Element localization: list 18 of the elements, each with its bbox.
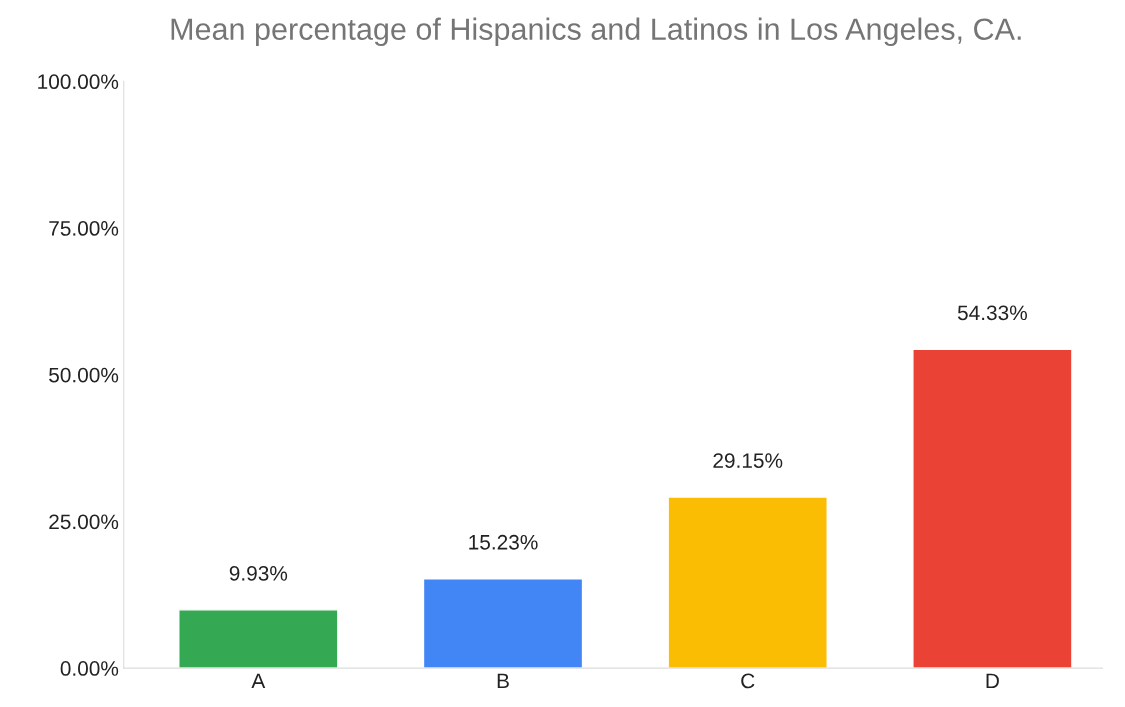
bar — [422, 578, 584, 669]
bar — [667, 496, 828, 669]
data-label: 9.93% — [229, 565, 288, 581]
bar — [912, 348, 1073, 669]
data-label: 29.15% — [713, 453, 783, 468]
y-tick-label: 75.00% — [49, 221, 119, 236]
data-label: 54.33% — [957, 305, 1027, 321]
x-tick-label: B — [497, 673, 509, 689]
data-label: 15.23% — [469, 534, 538, 550]
chart-title: Mean percentage of Hispanics and Latinos in Los Angeles, CA. — [171, 17, 1021, 47]
x-tick-label: A — [251, 673, 266, 689]
y-tick-label: 0.00% — [60, 661, 119, 676]
y-tick-label: 50.00% — [49, 367, 119, 383]
y-tick-label: 25.00% — [49, 514, 119, 530]
x-tick-label: C — [741, 673, 755, 689]
x-tick-label: D — [986, 673, 999, 689]
y-tick-label: 100.00% — [38, 74, 119, 90]
bar — [178, 609, 339, 669]
